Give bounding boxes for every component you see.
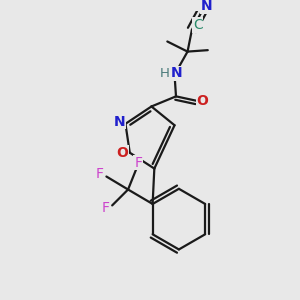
Text: F: F (134, 156, 142, 170)
Text: C: C (193, 18, 202, 32)
Text: N: N (113, 115, 125, 129)
Text: O: O (196, 94, 208, 108)
Text: F: F (102, 201, 110, 215)
Text: F: F (96, 167, 104, 181)
Text: H: H (160, 67, 170, 80)
Text: N: N (200, 0, 212, 13)
Text: N: N (171, 66, 182, 80)
Text: O: O (117, 146, 128, 160)
